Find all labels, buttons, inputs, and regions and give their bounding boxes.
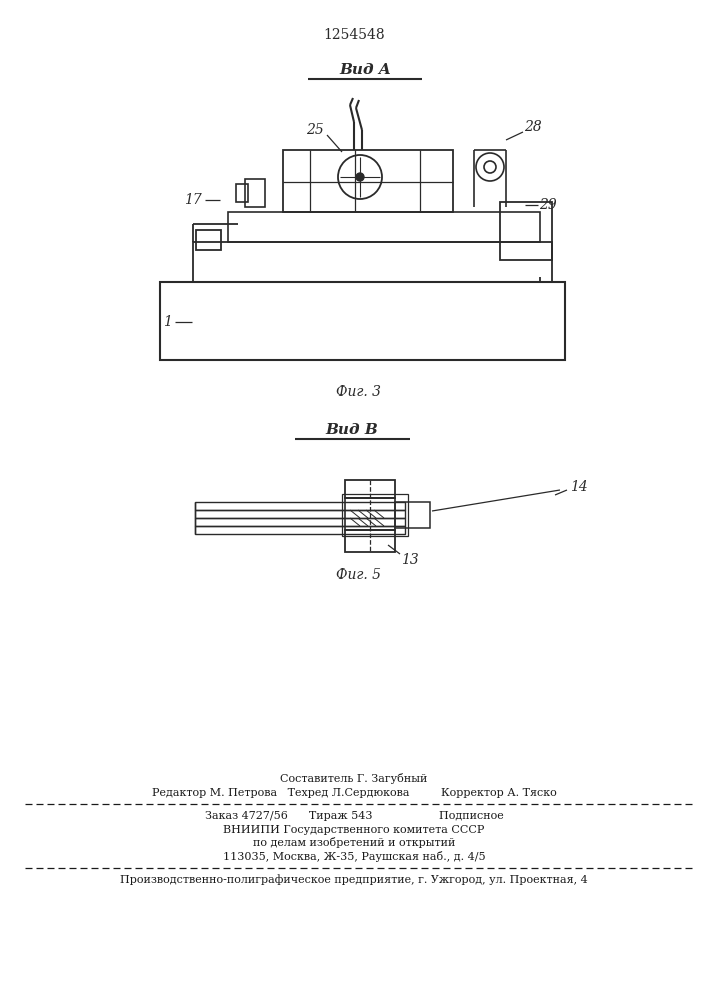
Bar: [395, 502, 430, 528]
Text: Фиг. 5: Фиг. 5: [336, 568, 380, 582]
Bar: [283, 150, 453, 212]
Text: Заказ 4727/56      Тираж 543                   Подписное: Заказ 4727/56 Тираж 543 Подписное: [204, 811, 503, 821]
Bar: [345, 530, 395, 552]
Bar: [345, 498, 395, 530]
Text: 1254548: 1254548: [323, 28, 385, 42]
Circle shape: [356, 173, 364, 181]
Text: Редактор М. Петрова   Техред Л.Сердюкова         Корректор А. Тяско: Редактор М. Петрова Техред Л.Сердюкова К…: [151, 788, 556, 798]
Text: Вид B: Вид B: [326, 423, 378, 437]
Text: Фиг. 3: Фиг. 3: [336, 385, 380, 399]
Bar: [195, 510, 405, 518]
Text: 14: 14: [570, 480, 588, 494]
Bar: [193, 242, 552, 282]
Text: Производственно-полиграфическое предприятие, г. Ужгород, ул. Проектная, 4: Производственно-полиграфическое предприя…: [120, 875, 588, 885]
Text: 13: 13: [401, 553, 419, 567]
Bar: [160, 282, 565, 360]
Bar: [195, 502, 405, 510]
Bar: [245, 179, 265, 207]
Bar: [195, 526, 405, 534]
Bar: [342, 494, 408, 536]
Text: 113035, Москва, Ж-35, Раушская наб., д. 4/5: 113035, Москва, Ж-35, Раушская наб., д. …: [223, 850, 485, 861]
Text: 17: 17: [185, 193, 202, 207]
Bar: [500, 202, 552, 260]
Text: 25: 25: [306, 123, 324, 137]
Bar: [228, 212, 540, 242]
Text: ВНИИПИ Государственного комитета СССР: ВНИИПИ Государственного комитета СССР: [223, 825, 485, 835]
Text: 29: 29: [539, 198, 557, 212]
Text: по делам изобретений и открытий: по делам изобретений и открытий: [253, 838, 455, 848]
Bar: [345, 480, 395, 498]
Text: Вид A: Вид A: [339, 63, 391, 77]
Bar: [195, 518, 405, 526]
Bar: [196, 230, 221, 250]
Text: 28: 28: [524, 120, 542, 134]
Text: Составитель Г. Загубный: Составитель Г. Загубный: [280, 772, 428, 784]
Text: 1: 1: [163, 315, 172, 329]
Bar: [236, 184, 248, 202]
